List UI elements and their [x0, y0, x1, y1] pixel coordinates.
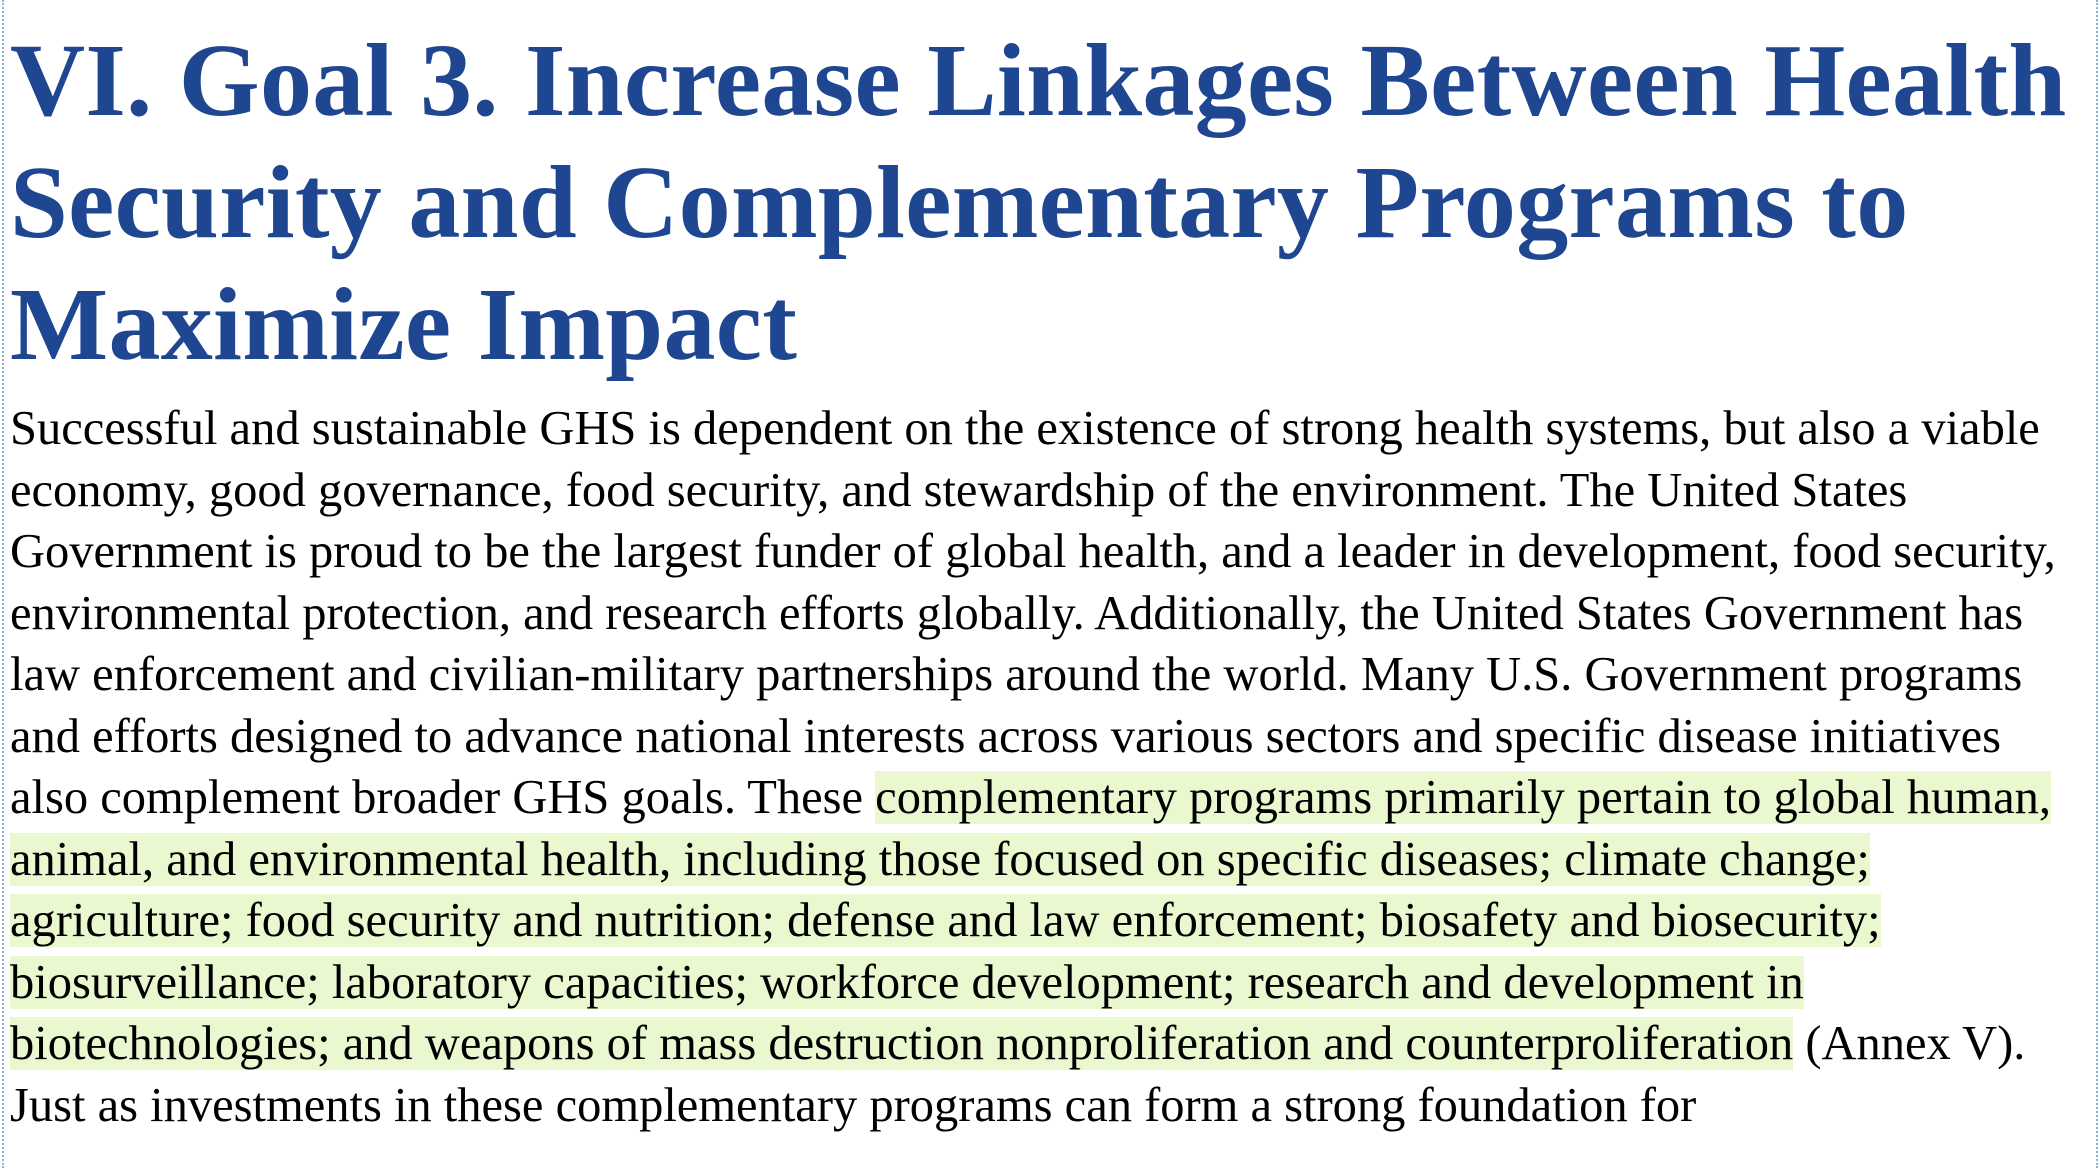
highlighted-text: complementary programs primarily pertain… — [10, 771, 2051, 1070]
right-margin-guide — [2096, 0, 2098, 1168]
document-content[interactable]: VI. Goal 3. Increase Linkages Between He… — [10, 20, 2090, 1136]
left-margin-guide — [2, 0, 4, 1168]
paragraph-text: Successful and sustainable GHS is depend… — [10, 402, 2056, 824]
section-heading[interactable]: VI. Goal 3. Increase Linkages Between He… — [10, 23, 2067, 382]
paragraph-tail-text: (Annex V). Just as investments in these … — [10, 1017, 2026, 1132]
body-paragraph[interactable]: Successful and sustainable GHS is depend… — [10, 398, 2090, 1136]
